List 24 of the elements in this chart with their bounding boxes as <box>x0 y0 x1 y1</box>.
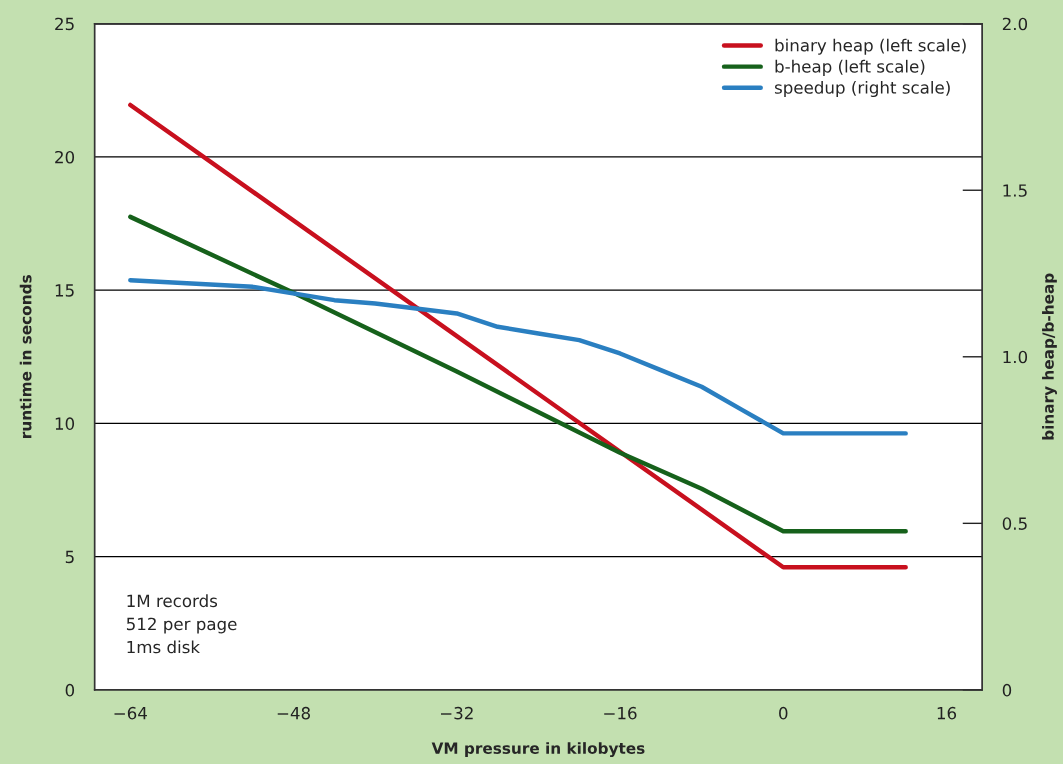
legend-label: binary heap (left scale) <box>775 38 966 55</box>
annotation: 1M records 512 per page 1ms disk <box>126 594 237 654</box>
y2-tick-label: 1.5 <box>1003 184 1027 197</box>
y2-axis-title: binary heap/b-heap <box>1042 273 1057 440</box>
x-tick-label: 16 <box>937 706 957 720</box>
legend-label: b-heap (left scale) <box>775 59 925 76</box>
legend-label: speedup (right scale) <box>774 80 950 98</box>
x-tick-label: −48 <box>277 706 310 720</box>
x-axis-title: VM pressure in kilobytes <box>431 742 645 758</box>
y-tick-label: 20 <box>55 150 75 164</box>
y2-tick-label: 0 <box>1002 683 1012 697</box>
y-tick-label: 0 <box>65 683 75 697</box>
y2-tick-label: 1.0 <box>1003 350 1028 364</box>
y2-tick-label: 0.5 <box>1002 517 1027 530</box>
x-tick-label: −32 <box>440 706 473 720</box>
y-tick-label: 15 <box>55 284 74 297</box>
x-tick-label: −16 <box>604 706 637 720</box>
y2-tick-label: 2.0 <box>1002 17 1028 31</box>
y-tick-label: 10 <box>55 417 75 430</box>
y-tick-label: 25 <box>55 17 74 31</box>
x-tick-label: −64 <box>114 706 147 720</box>
x-tick-label: 0 <box>779 706 788 720</box>
y-tick-label: 5 <box>65 550 74 564</box>
y-axis-title: runtime in seconds <box>19 275 32 438</box>
